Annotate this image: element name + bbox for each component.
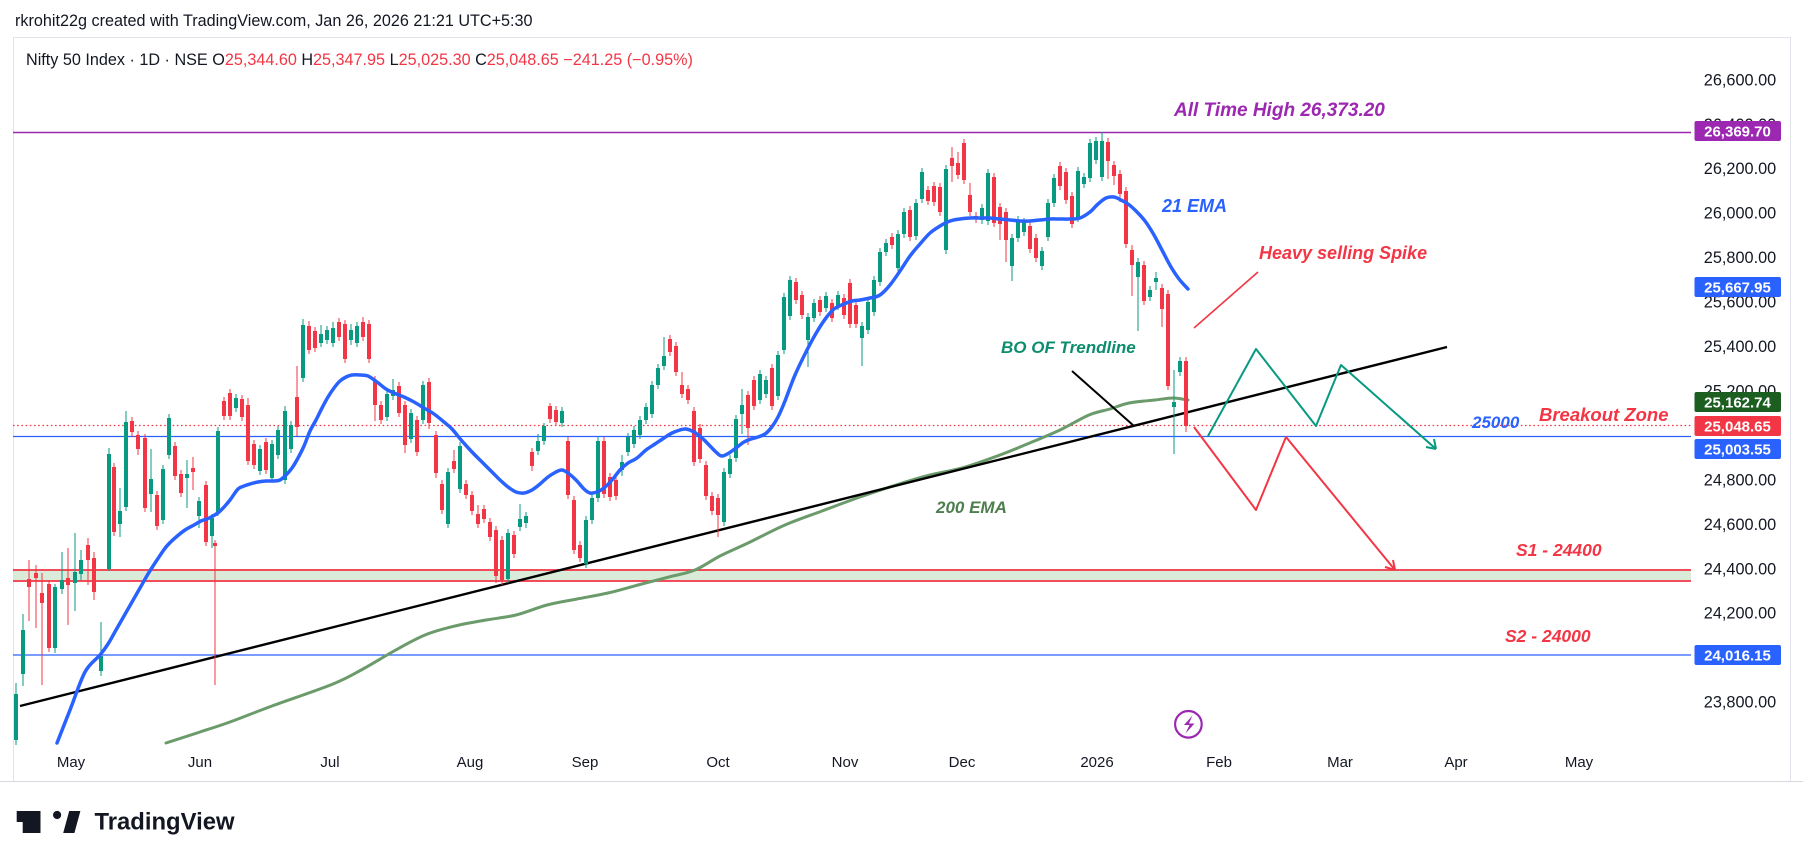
svg-text:Heavy selling Spike: Heavy selling Spike [1259, 243, 1427, 263]
svg-text:26,600.00: 26,600.00 [1704, 71, 1776, 89]
svg-text:TradingView: TradingView [95, 809, 236, 836]
svg-text:Aug: Aug [457, 754, 484, 771]
svg-text:Mar: Mar [1327, 754, 1353, 771]
svg-text:26,200.00: 26,200.00 [1704, 160, 1776, 178]
svg-text:26,369.70: 26,369.70 [1704, 124, 1771, 141]
svg-text:25000: 25000 [1471, 413, 1520, 432]
svg-text:21 EMA: 21 EMA [1161, 196, 1227, 216]
svg-text:Nov: Nov [832, 754, 859, 771]
svg-text:May: May [57, 754, 86, 771]
svg-text:Dec: Dec [949, 754, 976, 771]
svg-text:24,600.00: 24,600.00 [1704, 516, 1776, 534]
svg-text:25,162.74: 25,162.74 [1704, 395, 1771, 412]
svg-text:BO OF Trendline: BO OF Trendline [1001, 338, 1136, 357]
svg-text:25,400.00: 25,400.00 [1704, 338, 1776, 356]
svg-text:23,800.00: 23,800.00 [1704, 694, 1776, 712]
svg-text:Jun: Jun [188, 754, 212, 771]
svg-text:24,400.00: 24,400.00 [1704, 560, 1776, 578]
svg-text:Jul: Jul [320, 754, 339, 771]
svg-text:25,048.65: 25,048.65 [1704, 419, 1771, 436]
svg-text:25,800.00: 25,800.00 [1704, 249, 1776, 267]
svg-text:Apr: Apr [1444, 754, 1467, 771]
svg-text:Breakout Zone: Breakout Zone [1539, 404, 1669, 425]
svg-text:Feb: Feb [1206, 754, 1232, 771]
svg-text:May: May [1565, 754, 1594, 771]
svg-text:25,600.00: 25,600.00 [1704, 294, 1776, 312]
svg-text:S2 - 24000: S2 - 24000 [1505, 626, 1591, 646]
svg-text:S1 - 24400: S1 - 24400 [1516, 540, 1602, 560]
svg-text:24,200.00: 24,200.00 [1704, 605, 1776, 623]
svg-text:All Time High 26,373.20: All Time High 26,373.20 [1173, 100, 1385, 121]
svg-text:Sep: Sep [572, 754, 599, 771]
svg-text:2026: 2026 [1080, 754, 1113, 771]
svg-text:26,000.00: 26,000.00 [1704, 205, 1776, 223]
svg-text:Nifty 50 Index · 1D · NSE O25: Nifty 50 Index · 1D · NSE O25,344.60 H25… [26, 51, 693, 69]
svg-text:25,003.55: 25,003.55 [1704, 442, 1771, 459]
svg-text:25,667.95: 25,667.95 [1704, 280, 1771, 297]
svg-text:200 EMA: 200 EMA [935, 498, 1007, 517]
svg-text:24,800.00: 24,800.00 [1704, 471, 1776, 489]
svg-text:rkrohit22g created with Tradin: rkrohit22g created with TradingView.com,… [15, 12, 533, 30]
svg-text:24,016.15: 24,016.15 [1704, 648, 1771, 665]
svg-text:Oct: Oct [706, 754, 730, 771]
